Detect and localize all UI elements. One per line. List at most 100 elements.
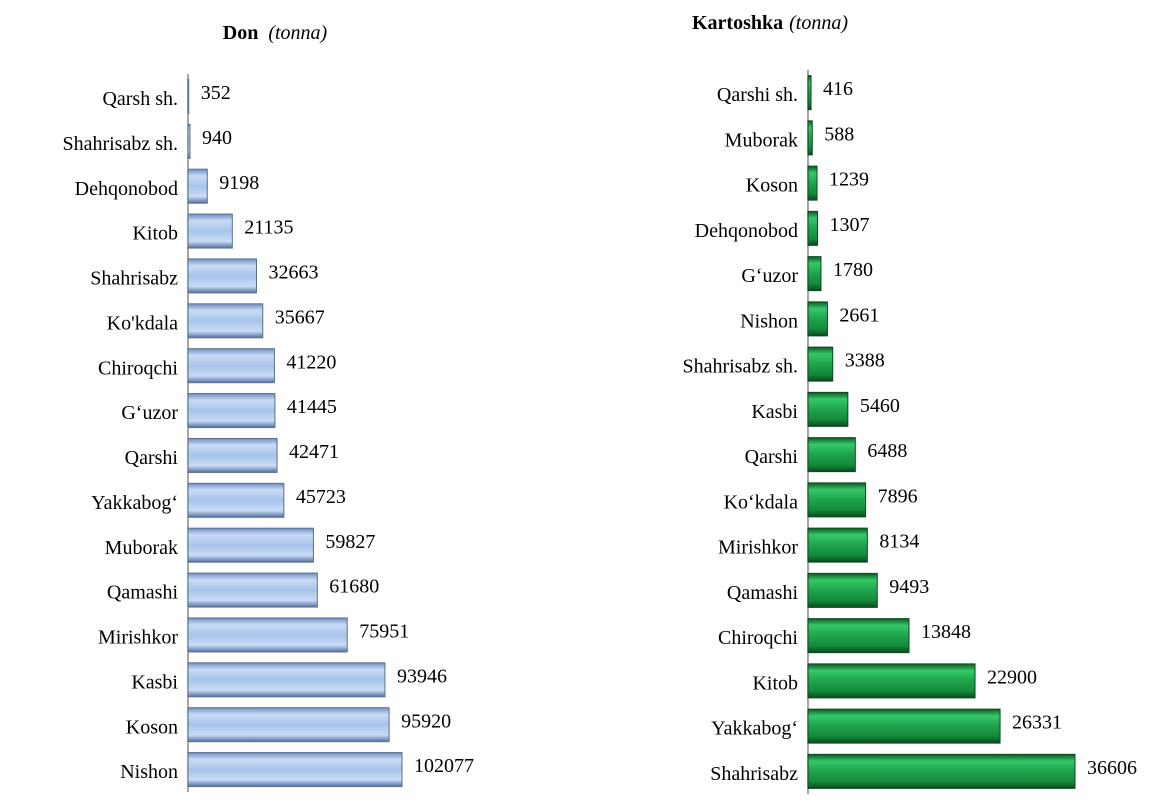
bar <box>187 348 275 384</box>
data-label: 59827 <box>325 531 375 553</box>
y-tick-label: Shahrisabz <box>90 268 178 290</box>
data-label: 21135 <box>244 217 293 239</box>
y-tick-label: Qamashi <box>727 582 799 604</box>
y-tick-label: Shahrisabz sh. <box>62 133 178 155</box>
bar <box>807 391 849 427</box>
data-label: 940 <box>202 127 232 149</box>
bar <box>187 662 386 698</box>
data-label: 102077 <box>414 755 474 777</box>
y-tick-label: G‘uzor <box>741 265 798 287</box>
y-tick-label: Nishon <box>740 310 798 332</box>
title: Kartoshka <box>692 12 783 34</box>
chart-title: Don (tonna) <box>223 22 328 44</box>
y-tick-label: Mirishkor <box>718 537 798 559</box>
title: Don <box>223 22 259 44</box>
bar <box>187 393 276 429</box>
y-tick-label: Shahrisabz <box>710 763 798 785</box>
bar <box>807 210 819 246</box>
bar <box>187 482 285 518</box>
data-label: 8134 <box>879 531 919 553</box>
bar <box>187 752 403 788</box>
unit: (tonna) <box>789 12 848 34</box>
bar <box>807 708 1001 744</box>
data-label: 61680 <box>329 576 379 598</box>
data-label: 22900 <box>987 666 1037 688</box>
bar <box>187 303 264 339</box>
data-label: 93946 <box>397 665 447 687</box>
bar <box>807 75 812 111</box>
y-tick-label: Qarshi <box>745 446 799 468</box>
bar <box>807 301 828 337</box>
bar <box>187 572 318 608</box>
bar <box>187 258 257 294</box>
data-label: 1780 <box>833 259 873 281</box>
bar <box>807 346 834 382</box>
data-label: 95920 <box>401 710 451 732</box>
y-tick-label: Mirishkor <box>98 627 178 649</box>
data-label: 32663 <box>268 262 318 284</box>
data-label: 9493 <box>889 576 929 598</box>
y-tick-label: Qarshi <box>125 447 179 469</box>
bar <box>807 527 868 563</box>
bar <box>187 168 208 204</box>
y-tick-label: Qarshi sh. <box>717 84 798 106</box>
bar <box>807 618 910 654</box>
y-tick-label: G‘uzor <box>121 402 178 424</box>
data-label: 36606 <box>1087 757 1137 779</box>
y-tick-label: Koson <box>126 716 178 738</box>
y-tick-label: Chiroqchi <box>718 627 798 649</box>
y-tick-label: Ko'kdala <box>107 312 178 334</box>
bar <box>187 437 278 473</box>
y-tick-label: Kasbi <box>751 401 798 423</box>
bar <box>187 213 233 249</box>
data-label: 13848 <box>921 621 971 643</box>
data-label: 41220 <box>286 351 336 373</box>
bar <box>187 78 190 114</box>
y-tick-label: Ko‘kdala <box>724 491 799 513</box>
data-label: 41445 <box>287 396 337 418</box>
data-label: 7896 <box>878 485 918 507</box>
y-tick-label: Chiroqchi <box>98 357 178 379</box>
bar <box>807 120 813 156</box>
data-label: 45723 <box>296 486 346 508</box>
y-tick-label: Qarsh sh. <box>102 88 178 110</box>
bar <box>807 663 976 699</box>
bar <box>187 527 314 563</box>
data-label: 9198 <box>219 172 259 194</box>
data-label: 42471 <box>289 441 339 463</box>
bar <box>807 572 878 608</box>
y-tick-label: Dehqonobod <box>75 178 178 200</box>
y-tick-label: Yakkabog‘ <box>91 492 178 514</box>
data-label: 352 <box>201 82 231 104</box>
data-label: 588 <box>824 123 854 145</box>
data-label: 3388 <box>845 350 885 372</box>
bar <box>807 753 1076 789</box>
y-tick-label: Koson <box>746 175 798 197</box>
bar <box>187 617 348 653</box>
unit: (tonna) <box>268 22 327 44</box>
bar <box>187 707 390 743</box>
y-tick-label: Qamashi <box>107 582 179 604</box>
bar <box>807 437 856 473</box>
data-label: 5460 <box>860 395 900 417</box>
chart-title: Kartoshka (tonna) <box>692 12 848 34</box>
y-tick-label: Yakkabog‘ <box>711 718 798 740</box>
y-tick-label: Muborak <box>105 537 178 559</box>
data-label: 6488 <box>867 440 907 462</box>
bar <box>807 256 822 292</box>
data-label: 416 <box>823 78 853 100</box>
y-tick-label: Kasbi <box>131 671 178 693</box>
y-tick-label: Nishon <box>120 761 178 783</box>
bar <box>807 482 867 518</box>
data-label: 26331 <box>1012 712 1062 734</box>
data-label: 75951 <box>359 621 409 643</box>
y-tick-label: Dehqonobod <box>695 220 798 242</box>
data-label: 2661 <box>839 304 879 326</box>
data-label: 35667 <box>275 306 325 328</box>
data-label: 1307 <box>830 214 870 236</box>
y-tick-label: Muborak <box>725 129 798 151</box>
y-tick-label: Shahrisabz sh. <box>682 356 798 378</box>
y-tick-label: Kitob <box>752 672 798 694</box>
